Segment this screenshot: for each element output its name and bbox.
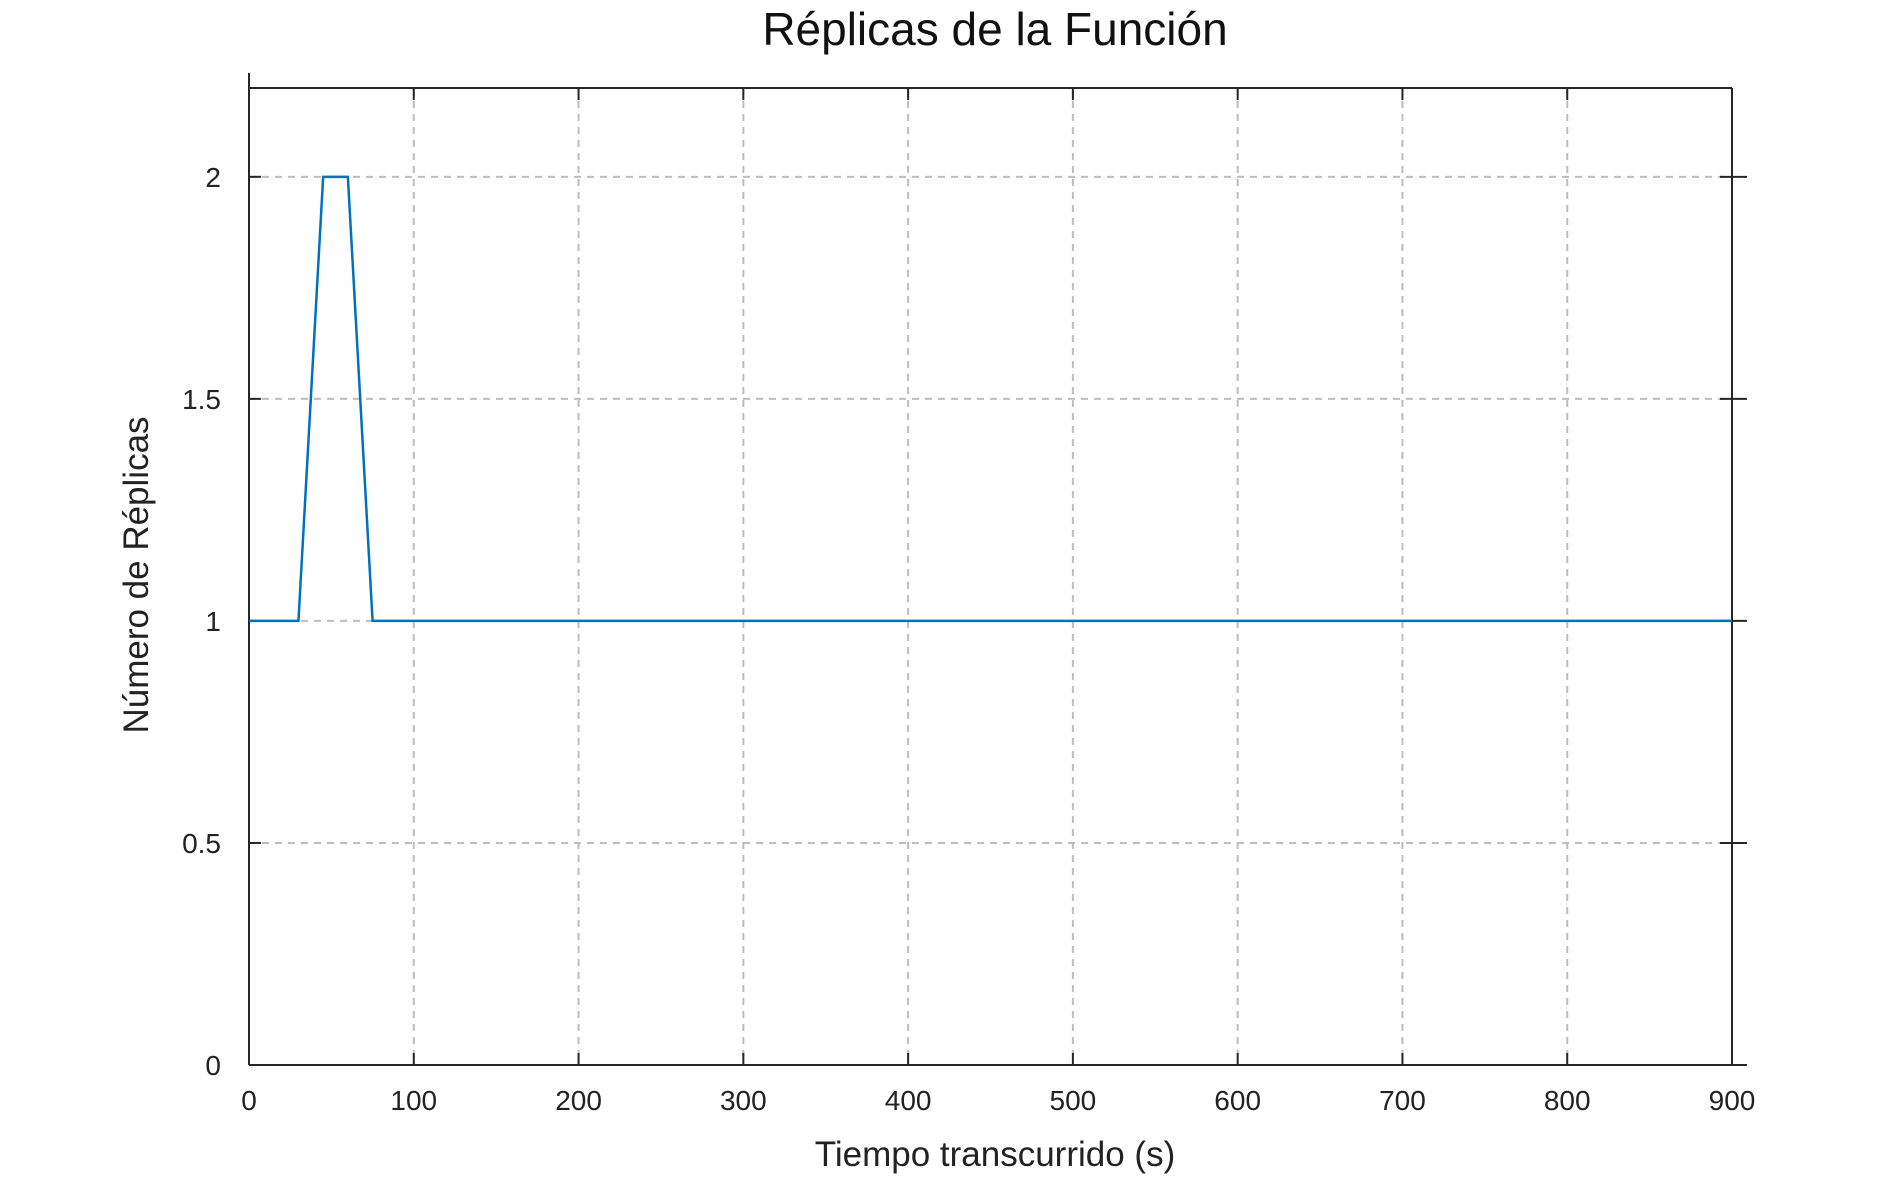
x-tick-label: 800 — [1544, 1085, 1591, 1116]
y-tick-label: 0.5 — [182, 828, 221, 859]
x-tick-label: 600 — [1214, 1085, 1261, 1116]
axes — [248, 73, 1747, 1066]
y-tick-label: 0 — [205, 1050, 221, 1081]
y-axis-label: Número de Réplicas — [117, 416, 156, 733]
x-tick-label: 700 — [1379, 1085, 1426, 1116]
grid — [249, 88, 1732, 1065]
y-tick-label: 1 — [205, 606, 221, 637]
x-tick-label: 900 — [1709, 1085, 1756, 1116]
x-tick-label: 100 — [390, 1085, 437, 1116]
x-tick-label: 0 — [241, 1085, 257, 1116]
series-line — [249, 175, 1732, 623]
x-tick-label: 300 — [720, 1085, 767, 1116]
x-tick-label: 200 — [555, 1085, 602, 1116]
y-tick-label: 1.5 — [182, 384, 221, 415]
series-layer — [249, 175, 1732, 623]
x-axis-label: Tiempo transcurrido (s) — [815, 1135, 1175, 1174]
chart-title: Réplicas de la Función — [762, 3, 1227, 55]
y-tick-label: 2 — [205, 162, 221, 193]
tick-labels: 0 100 200 300 400 500 600 700 800 900 0 0.5 1 1.5 2 — [182, 162, 1755, 1116]
x-tick-label: 500 — [1050, 1085, 1097, 1116]
x-tick-label: 400 — [885, 1085, 932, 1116]
